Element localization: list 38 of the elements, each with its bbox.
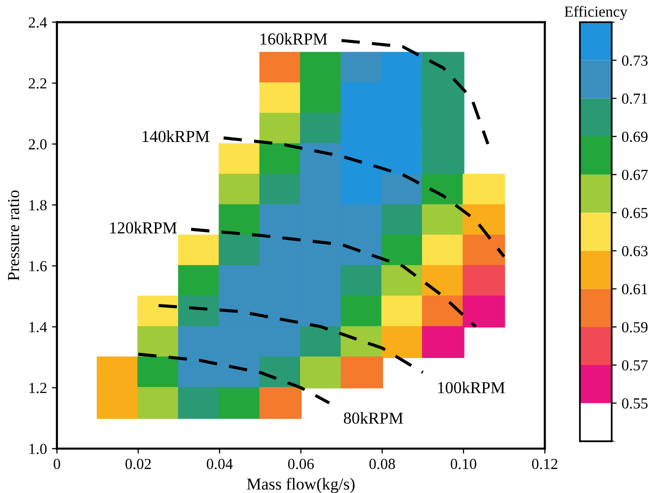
color-bar-label: 0.55 [622,398,648,409]
color-bar-label: 0.67 [622,170,648,180]
series-label: 80kRPM [344,412,403,424]
x-tick-label: 0.02 [125,458,151,470]
line-series [222,136,506,258]
color-bar-label: 0.73 [622,55,648,66]
y-axis-title: Pressure ratio [8,190,20,281]
y-tick-label: 1.2 [29,382,46,394]
x-tick-label: 0.04 [206,458,233,470]
x-tick-label: 0.06 [288,458,314,470]
color-bar-label: 0.57 [622,360,648,371]
y-tick-label: 1.0 [29,444,47,454]
x-tick-label: 0.10 [450,458,476,470]
y-tick-label: 1.8 [29,200,47,210]
x-tick-label: 0.12 [532,458,558,470]
color-bar-label: 0.71 [622,94,648,104]
line-series [340,38,490,146]
y-tick-label: 2.0 [28,139,47,150]
color-bar-label: 0.59 [622,322,648,332]
y-tick-label: 1.6 [29,261,47,272]
color-bar-title: Efficiency [564,6,628,20]
color-bar-label: 0.69 [622,132,648,142]
x-tick-label: 0 [54,458,60,470]
line-series [190,228,478,328]
series-label: 120kRPM [110,222,177,234]
series-label: 160kRPM [260,32,328,45]
line-series [157,304,424,374]
color-bar-label: 0.61 [622,284,648,294]
series-label: 100kRPM [438,382,505,394]
y-tick-label: 1.4 [29,322,47,332]
x-axis-title: Mass flow(kg/s) [246,478,355,493]
color-bar-label: 0.63 [622,246,648,256]
line-series [136,352,331,404]
y-tick-label: 2.2 [28,78,46,89]
color-bar-label: 0.65 [622,208,648,218]
x-tick-label: 0.08 [369,458,395,470]
series-label: 140kRPM [142,130,210,142]
y-tick-label: 2.4 [28,17,47,28]
